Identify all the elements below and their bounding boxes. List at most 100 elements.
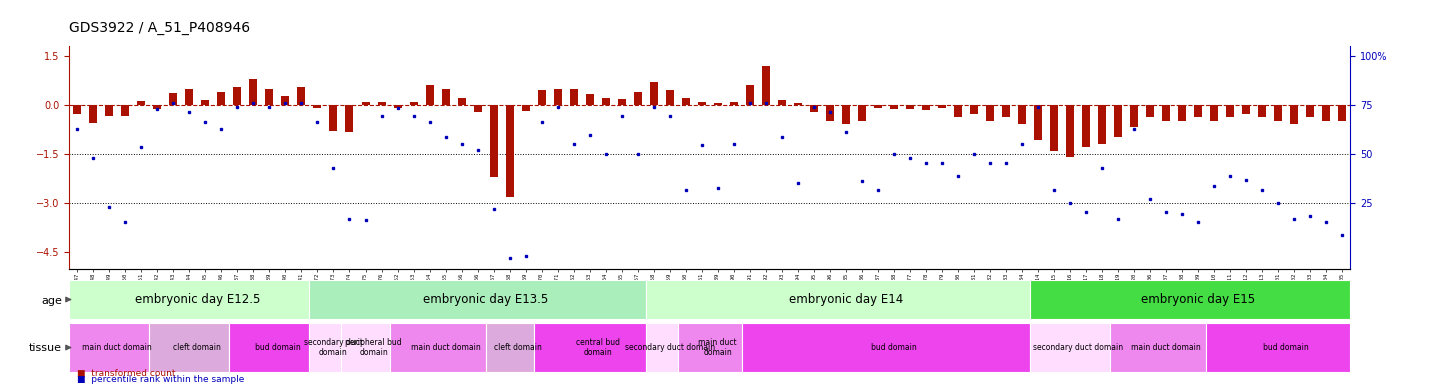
Bar	[713, 103, 722, 105]
Bar	[1194, 105, 1201, 118]
Bar	[1034, 105, 1043, 141]
Text: bud domain: bud domain	[871, 343, 917, 352]
Bar	[778, 100, 786, 105]
Bar	[534, 323, 645, 372]
Bar	[745, 85, 754, 105]
Bar	[250, 79, 257, 105]
Bar	[361, 102, 370, 105]
Bar	[1097, 105, 1106, 144]
Bar	[137, 101, 146, 105]
Bar	[1339, 105, 1346, 121]
Bar	[1018, 105, 1025, 124]
Bar	[185, 89, 193, 105]
Bar	[537, 90, 546, 105]
Bar	[970, 105, 978, 114]
Bar	[1082, 105, 1090, 147]
Text: secondary duct
domain: secondary duct domain	[305, 338, 362, 357]
Text: main duct domain: main duct domain	[82, 343, 152, 352]
Bar	[74, 105, 81, 114]
Bar	[329, 105, 338, 131]
Bar	[390, 323, 485, 372]
Bar	[874, 105, 882, 108]
Bar	[553, 89, 562, 105]
Text: GDS3922 / A_51_P408946: GDS3922 / A_51_P408946	[69, 21, 250, 35]
Text: main duct domain: main duct domain	[1131, 343, 1201, 352]
Bar	[90, 105, 97, 123]
Bar	[794, 103, 801, 105]
Bar	[890, 105, 898, 109]
Bar	[1178, 105, 1186, 121]
Bar	[921, 105, 930, 110]
Bar	[1113, 105, 1122, 137]
Bar	[153, 105, 162, 109]
Bar	[394, 105, 401, 108]
Bar	[345, 105, 354, 132]
Bar	[666, 90, 674, 105]
Text: tissue: tissue	[29, 343, 62, 353]
Bar	[1289, 105, 1298, 124]
Bar	[986, 105, 993, 121]
Bar	[1323, 105, 1330, 121]
Bar	[458, 98, 465, 105]
Bar	[645, 323, 677, 372]
Bar	[485, 323, 534, 372]
Bar	[309, 323, 341, 372]
Text: ■  transformed count: ■ transformed count	[77, 369, 175, 377]
Bar	[1066, 105, 1074, 157]
Bar	[105, 105, 113, 116]
Text: bud domain: bud domain	[1264, 343, 1308, 352]
Bar	[218, 92, 225, 105]
Bar	[1131, 105, 1138, 127]
Bar	[201, 100, 209, 105]
Bar	[474, 105, 482, 112]
Bar	[602, 98, 609, 105]
Bar	[729, 102, 738, 105]
Bar	[282, 96, 289, 105]
Bar	[569, 89, 578, 105]
Bar	[505, 105, 514, 197]
Bar	[858, 105, 866, 121]
Text: main duct
domain: main duct domain	[699, 338, 736, 357]
Bar	[1050, 105, 1058, 151]
Bar	[1162, 105, 1170, 121]
Bar	[650, 82, 657, 105]
Text: embryonic day E15: embryonic day E15	[1141, 293, 1255, 306]
Bar	[1226, 105, 1235, 118]
Bar	[618, 99, 625, 105]
Bar	[149, 323, 230, 372]
Bar	[426, 85, 433, 105]
Bar	[1274, 105, 1282, 121]
Bar	[1002, 105, 1009, 118]
Bar	[266, 89, 273, 105]
Bar	[1307, 105, 1314, 118]
Bar	[905, 105, 914, 109]
Bar	[810, 105, 817, 112]
Text: main duct domain: main duct domain	[410, 343, 481, 352]
Text: embryonic day E13.5: embryonic day E13.5	[423, 293, 549, 306]
Text: cleft domain: cleft domain	[494, 343, 542, 352]
Bar	[230, 323, 309, 372]
Bar	[309, 280, 645, 319]
Bar	[442, 89, 449, 105]
Text: ■  percentile rank within the sample: ■ percentile rank within the sample	[77, 375, 244, 384]
Bar	[645, 280, 1030, 319]
Bar	[1206, 323, 1350, 372]
Bar	[69, 323, 149, 372]
Bar	[341, 323, 390, 372]
Bar	[169, 93, 178, 105]
Bar	[826, 105, 833, 121]
Bar	[410, 102, 417, 105]
Bar	[742, 323, 1030, 372]
Bar	[297, 87, 306, 105]
Text: embryonic day E14: embryonic day E14	[788, 293, 902, 306]
Bar	[842, 105, 851, 124]
Bar	[377, 102, 386, 105]
Text: secondary duct domain: secondary duct domain	[1032, 343, 1123, 352]
Text: peripheral bud
domain: peripheral bud domain	[345, 338, 401, 357]
Bar	[937, 105, 946, 108]
Bar	[121, 105, 130, 116]
Bar	[1147, 105, 1154, 118]
Bar	[682, 98, 690, 105]
Bar	[1210, 105, 1219, 121]
Text: cleft domain: cleft domain	[173, 343, 221, 352]
